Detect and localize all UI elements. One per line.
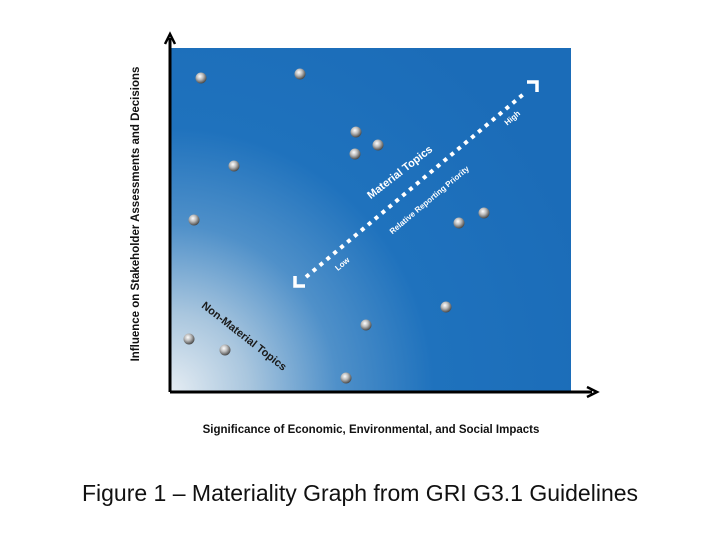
priority-arrow-high-corner: [527, 80, 539, 92]
topic-marker: [183, 333, 195, 345]
topic-marker: [453, 217, 465, 229]
topic-marker: [228, 160, 240, 172]
topic-marker: [188, 214, 200, 226]
y-axis-arrowhead: [163, 31, 177, 45]
topic-marker: [349, 148, 361, 160]
topic-marker: [195, 72, 207, 84]
topic-marker: [360, 319, 372, 331]
materiality-background: [170, 48, 571, 392]
priority-arrow-dots: [304, 90, 528, 279]
x-axis-arrowhead: [586, 385, 600, 399]
topic-marker: [350, 126, 362, 138]
x-axis-label: Significance of Economic, Environmental,…: [202, 424, 540, 436]
topic-marker: [372, 139, 384, 151]
figure-caption: Figure 1 – Materiality Graph from GRI G3…: [81, 480, 639, 506]
topic-marker: [340, 372, 352, 384]
topic-marker: [219, 344, 231, 356]
priority-arrow-low-corner: [293, 276, 305, 288]
topic-marker: [294, 68, 306, 80]
y-axis-label: Influence on Stakeholder Assessments and…: [130, 66, 142, 362]
topic-marker: [440, 301, 452, 313]
topic-marker: [478, 207, 490, 219]
